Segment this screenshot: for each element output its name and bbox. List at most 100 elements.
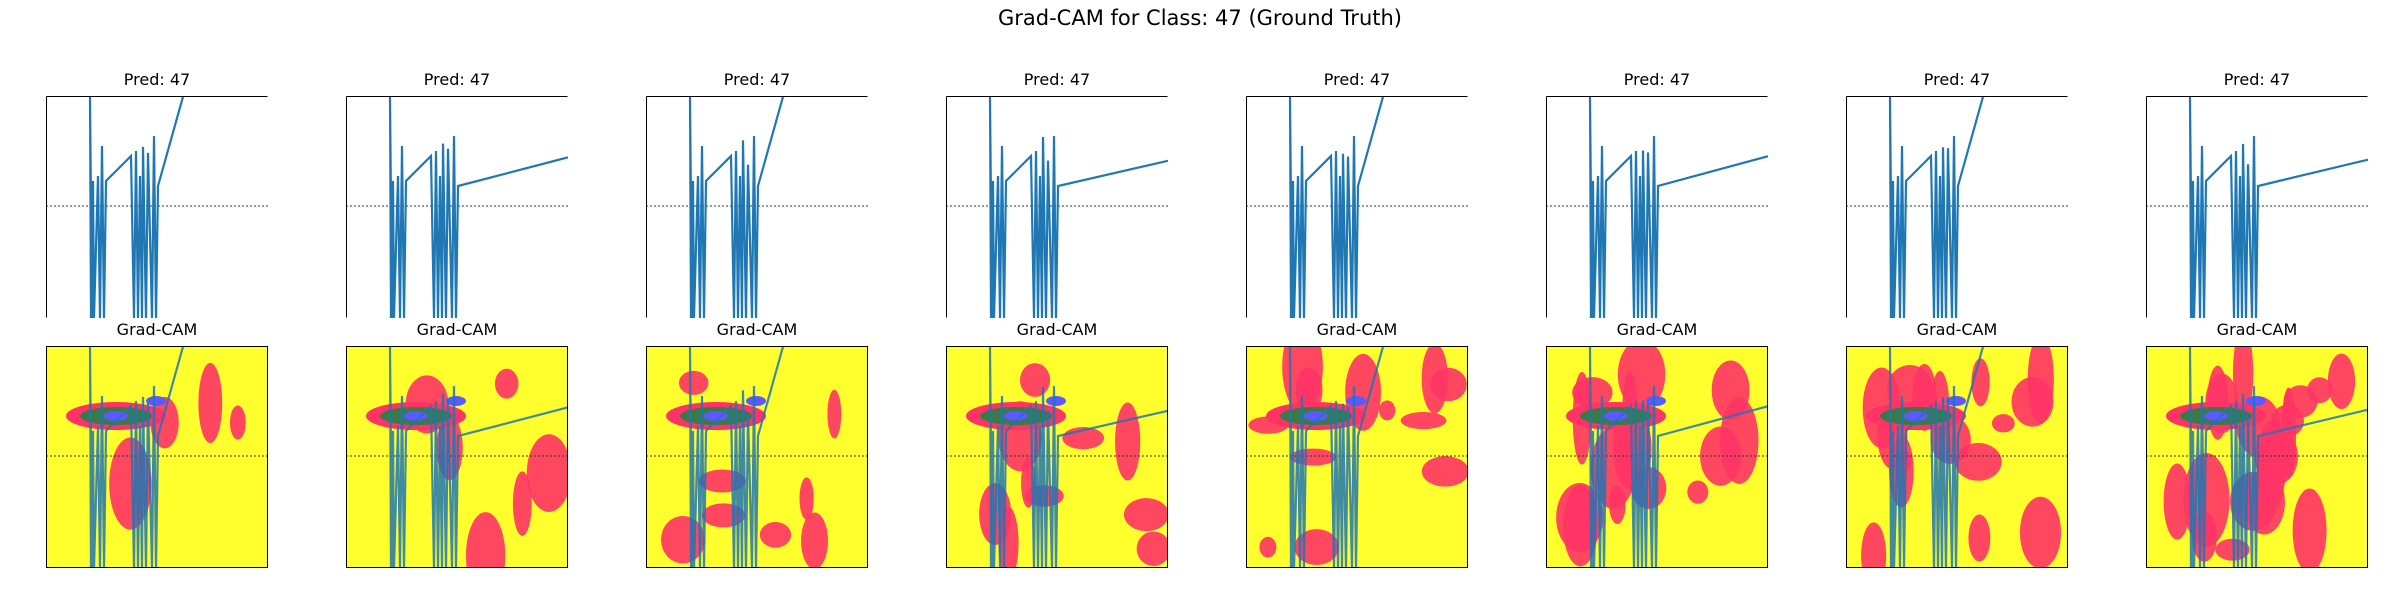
heatmap-hotspot	[827, 389, 842, 439]
signal-series	[1588, 96, 1768, 318]
signal-panel	[646, 96, 868, 318]
heatmap-hotspot	[1400, 412, 1447, 430]
gradcam-heatmap	[46, 346, 268, 568]
heatmap-hotspot	[512, 471, 532, 536]
heatmap-hotspot	[799, 477, 814, 520]
signal-overlay	[388, 346, 568, 568]
heatmap-hotspot	[1421, 346, 1448, 414]
heatmap-hotspot	[1700, 426, 1742, 486]
signal-overlay	[1888, 346, 1985, 568]
gradcam-panel	[346, 346, 568, 568]
gradcam-panel-title: Grad-CAM	[1616, 320, 1698, 339]
signal-overlay	[1288, 346, 1385, 568]
gradcam-panel-title: Grad-CAM	[116, 320, 198, 339]
signal-panel-title: Pred: 47	[1923, 70, 1991, 89]
panel-frame	[1846, 346, 2068, 568]
gradcam-panel-title: Grad-CAM	[416, 320, 498, 339]
panel-frame	[46, 346, 268, 568]
signal-panel-title: Pred: 47	[1623, 70, 1691, 89]
heatmap-hotspot	[1646, 396, 1666, 406]
heatmap-hotspot	[1861, 522, 1887, 568]
axis-spine	[46, 96, 268, 318]
panel-frame	[2146, 346, 2368, 568]
heatmap-hotspot	[1136, 531, 1168, 566]
gradcam-heatmap	[1246, 346, 1468, 568]
panel-frame	[646, 346, 868, 568]
signal-series	[1288, 96, 1385, 318]
heatmap-hotspot	[801, 512, 829, 568]
heatmap-hotspot	[1968, 514, 1991, 562]
heatmap-hotspot	[229, 405, 246, 440]
signal-overlay	[988, 346, 1168, 568]
heatmap-hotspot	[1123, 498, 1168, 532]
heatmap-hotspot	[1991, 414, 2015, 433]
heatmap-hotspot	[2163, 463, 2191, 540]
signal-panel-title: Pred: 47	[1023, 70, 1091, 89]
heatmap-hotspot	[2019, 496, 2062, 568]
gradcam-panel	[1546, 346, 1768, 568]
gradcam-panel-title: Grad-CAM	[2216, 320, 2298, 339]
axis-spine	[646, 96, 868, 318]
heatmap-hotspot	[1115, 402, 1141, 481]
gradcam-panel	[646, 346, 868, 568]
axis-spine	[1246, 96, 1468, 318]
heatmap-hotspot	[746, 396, 766, 406]
gradcam-panel	[1846, 346, 2068, 568]
signal-panel	[346, 96, 568, 318]
heatmap-hotspot	[1954, 442, 2002, 481]
gradcam-heatmap	[346, 346, 568, 568]
heatmap-hotspot	[1687, 480, 1709, 504]
signal-chart	[1246, 96, 1468, 318]
heatmap-hotspot	[1609, 485, 1626, 525]
signal-chart	[346, 96, 568, 318]
gradcam-panel	[46, 346, 268, 568]
gradcam-heatmap	[2146, 346, 2368, 568]
heatmap-hotspot	[465, 512, 506, 568]
gradcam-panel-title: Grad-CAM	[716, 320, 798, 339]
heatmap-hotspot	[2283, 385, 2318, 418]
signal-panel-title: Pred: 47	[123, 70, 191, 89]
signal-series	[388, 96, 568, 318]
heatmap-hotspot	[1421, 456, 1468, 487]
heatmap-hotspot	[1346, 396, 1366, 406]
signal-chart	[1846, 96, 2068, 318]
panel-frame	[346, 346, 568, 568]
signal-panel	[2146, 96, 2368, 318]
signal-chart	[46, 96, 268, 318]
signal-panel	[1846, 96, 2068, 318]
heatmap-hotspot	[526, 434, 568, 512]
signal-panel-title: Pred: 47	[2223, 70, 2291, 89]
axis-spine	[1846, 96, 2068, 318]
signal-series	[1888, 96, 1985, 318]
signal-chart	[2146, 96, 2368, 318]
signal-overlay	[688, 346, 785, 568]
signal-overlay	[88, 346, 185, 568]
heatmap-hotspot	[2011, 377, 2054, 427]
signal-series	[88, 96, 185, 318]
gradcam-panel	[2146, 346, 2368, 568]
heatmap-hotspot	[1259, 536, 1277, 558]
panel-frame	[1246, 346, 1468, 568]
heatmap-hotspot	[1946, 396, 1966, 406]
gradcam-heatmap	[1846, 346, 2068, 568]
signal-panel-title: Pred: 47	[723, 70, 791, 89]
gradcam-panel-title: Grad-CAM	[1916, 320, 1998, 339]
signal-panel	[946, 96, 1168, 318]
signal-chart	[646, 96, 868, 318]
heatmap-hotspot	[1020, 363, 1051, 397]
signal-panel	[1546, 96, 1768, 318]
signal-panel	[1246, 96, 1468, 318]
gradcam-panel-title: Grad-CAM	[1016, 320, 1098, 339]
gradcam-panel	[946, 346, 1168, 568]
signal-chart	[1546, 96, 1768, 318]
axis-spine	[1546, 96, 1768, 318]
gradcam-panel-title: Grad-CAM	[1316, 320, 1398, 339]
heatmap-hotspot	[759, 522, 792, 548]
signal-series	[2188, 96, 2368, 318]
figure-title: Grad-CAM for Class: 47 (Ground Truth)	[998, 6, 1402, 30]
heatmap-hotspot	[2292, 488, 2327, 568]
axis-spine	[346, 96, 568, 318]
heatmap-hotspot	[1046, 396, 1066, 406]
signal-overlay	[1588, 346, 1768, 568]
gradcam-heatmap	[1546, 346, 1768, 568]
